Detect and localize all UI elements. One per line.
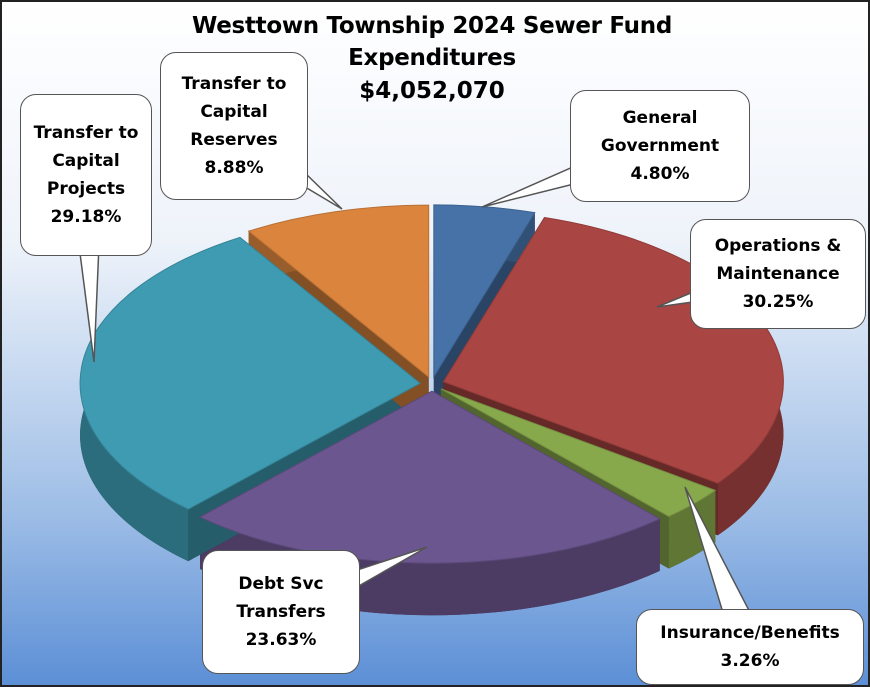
data-label: Insurance/Benefits 3.26%: [636, 609, 864, 685]
label-value: 8.88%: [204, 158, 264, 178]
data-label: Transfer to Capital Projects 29.18%: [20, 94, 152, 256]
label-name: Operations & Maintenance: [714, 236, 842, 284]
label-value: 23.63%: [245, 630, 317, 650]
slice: [198, 390, 661, 564]
label-name: General Government: [600, 108, 720, 156]
chart-title: Westtown Township 2024 Sewer Fund Expend…: [192, 13, 672, 71]
slice: [79, 236, 421, 510]
chart-subtitle: $4,052,070: [359, 78, 505, 104]
label-value: 4.80%: [630, 164, 690, 184]
data-label: Transfer to Capital Reserves 8.88%: [160, 52, 308, 200]
data-label: General Government 4.80%: [570, 90, 750, 202]
label-value: 29.18%: [50, 207, 122, 227]
slice: [247, 204, 430, 379]
label-name: Transfer to Capital Projects: [33, 123, 139, 199]
data-label: Operations & Maintenance 30.25%: [690, 219, 866, 329]
label-value: 30.25%: [742, 292, 814, 312]
label-value: 3.26%: [720, 651, 780, 671]
label-name: Debt Svc Transfers: [236, 574, 326, 622]
data-label: Debt Svc Transfers 23.63%: [202, 550, 360, 674]
label-name: Insurance/Benefits: [660, 623, 840, 643]
label-name: Transfer to Capital Reserves: [181, 74, 287, 150]
